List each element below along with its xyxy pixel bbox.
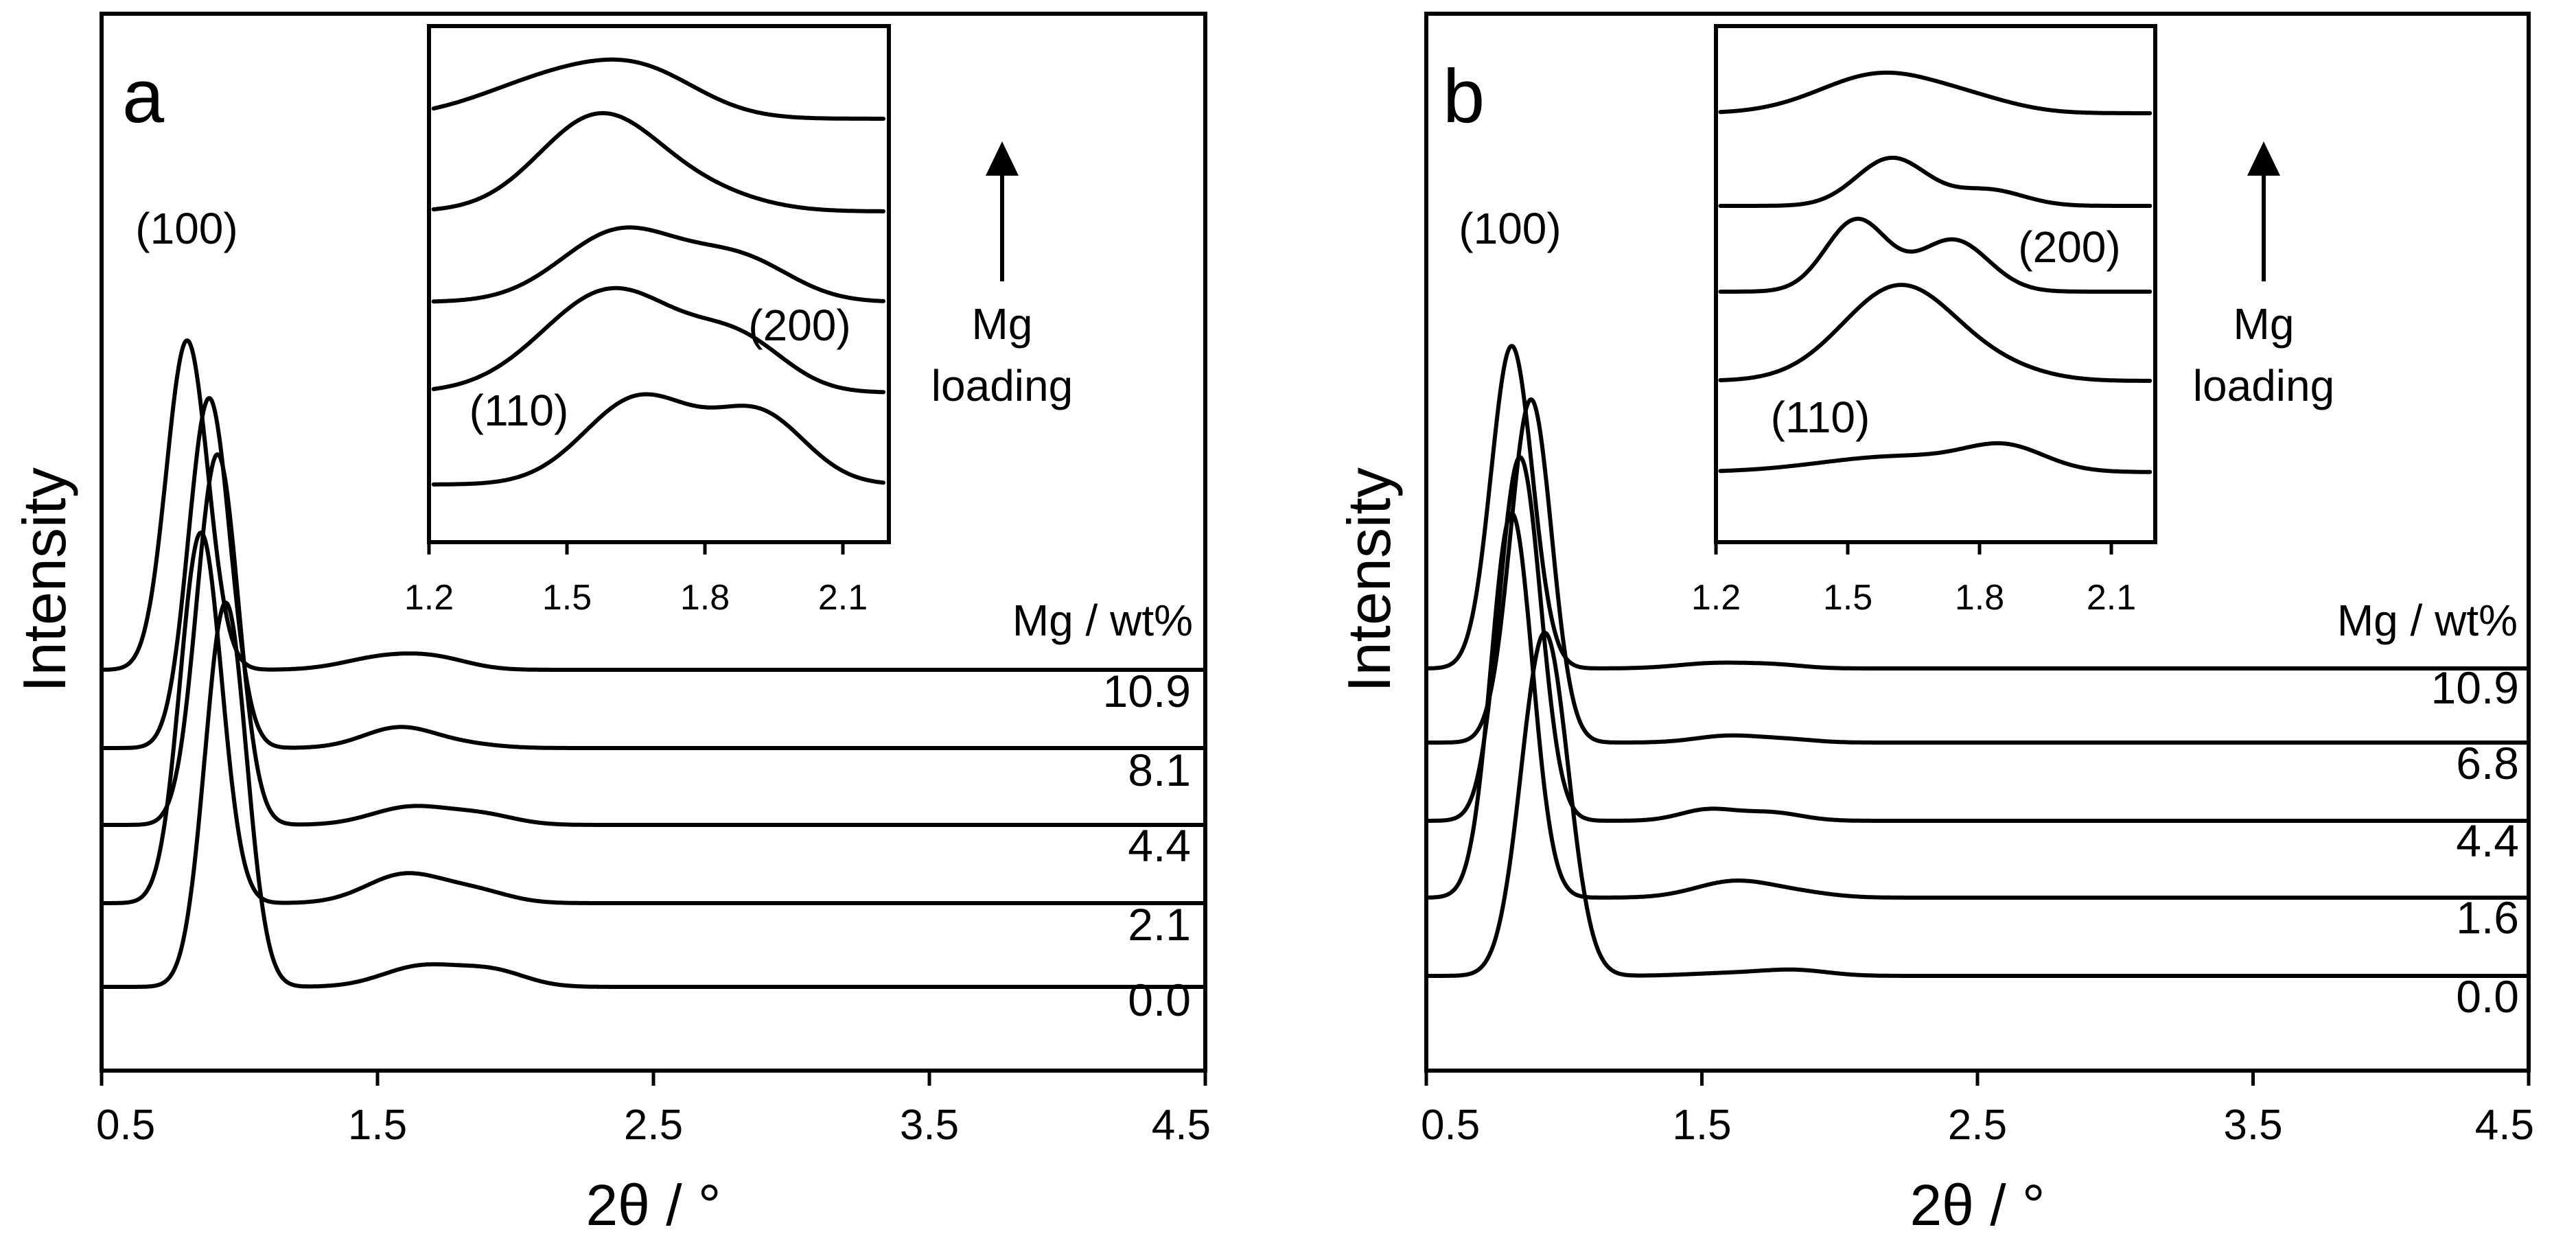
x-tick-label: 2.5 [1948,1101,2007,1149]
x-tick-label: 4.5 [1152,1101,1211,1149]
panel-b-peak-100-label: (100) [1459,204,1561,253]
series-label-mg-0.0: 0.0 [1128,975,1191,1025]
inset-x-tick-label: 1.2 [404,578,454,618]
panel-b-y-axis-label: Intensity [1335,467,1403,692]
panel-a-y-axis-label: Intensity [10,467,78,692]
xrd-pattern-mg-4.4 [1424,455,2531,823]
panel-b-x-axis-label: 2θ / ° [1910,1173,2045,1236]
xrd-pattern-mg-10.9 [100,338,1207,672]
x-tick-label: 1.5 [348,1101,407,1149]
xrd-pattern-mg-0.0 [1424,631,2531,978]
xrd-pattern-mg-2.1 [100,530,1207,905]
inset-pattern-mg-10.9 [1718,70,2153,115]
panel-a-x-axis-label: 2θ / ° [585,1173,721,1236]
panel-a-x-ticks: 0.5 1.5 2.5 3.5 4.5 [96,1071,1211,1149]
panel-b-inset-frame [1714,24,2157,544]
panel-b-curves [1424,344,2531,978]
panel-a-inset-frame [427,24,891,544]
panel-a-legend-title: Mg / wt% [1012,596,1193,645]
inset-x-tick-label: 1.5 [542,578,592,618]
panel-a: 0.5 1.5 2.5 3.5 4.5 a (100) Intensity 2θ / °… [10,12,1211,1236]
inset-pattern-mg-2.1 [431,285,885,395]
series-label-mg-10.9: 10.9 [1103,666,1191,716]
series-label-mg-4.4: 4.4 [1128,820,1191,871]
series-label-mg-0.0: 0.0 [2456,971,2519,1022]
x-tick-label: 2.5 [624,1101,683,1149]
x-tick-label: 0.5 [96,1101,155,1149]
inset-x-tick-label: 1.8 [1955,578,2004,618]
panel-a-arrow-label-line2: loading [931,361,1073,410]
xrd-pattern-mg-10.9 [1424,344,2531,671]
x-tick-label: 4.5 [2475,1101,2534,1149]
inset-pattern-mg-4.4 [431,225,885,304]
x-tick-label: 1.5 [1672,1101,1731,1149]
xrd-pattern-mg-4.4 [100,452,1207,827]
xrd-pattern-mg-8.1 [100,396,1207,750]
panel-a-label: a [122,54,165,139]
inset-pattern-mg-0.0 [1718,441,2153,474]
inset-pattern-mg-4.4 [1718,216,2153,294]
panel-a-inset-peak-200-label: (200) [748,301,850,350]
panel-a-peak-100-label: (100) [135,204,237,253]
series-label-mg-4.4: 4.4 [2456,815,2519,866]
panel-a-inset-peak-110-label: (110) [469,386,569,435]
panel-a-arrow-label-line1: Mg [972,299,1033,349]
inset-x-tick-label: 2.1 [2087,578,2136,618]
panel-a-curves [100,338,1207,989]
series-label-mg-2.1: 2.1 [1128,899,1191,950]
x-tick-label: 0.5 [1421,1101,1480,1149]
inset-pattern-mg-6.8 [1718,155,2153,208]
inset-pattern-mg-10.9 [431,57,885,121]
series-label-mg-6.8: 6.8 [2456,738,2519,789]
inset-pattern-mg-8.1 [431,110,885,213]
inset-x-tick-label: 1.2 [1691,578,1741,618]
panel-b-inset-peak-200-label: (200) [2018,222,2120,272]
panel-b-inset-x-ticks: 1.2 1.5 1.8 2.1 [1691,542,2136,618]
series-label-mg-10.9: 10.9 [2431,662,2519,713]
panel-b-arrow-label-line2: loading [2193,361,2334,410]
inset-x-tick-label: 1.8 [680,578,730,618]
panel-b-inset-curves [1718,70,2153,474]
panel-a-loading-arrow-head [986,141,1019,176]
inset-x-tick-label: 2.1 [818,578,868,618]
panel-b-arrow-label-line1: Mg [2233,299,2295,349]
inset-x-tick-label: 1.5 [1823,578,1872,618]
panel-b-legend-title: Mg / wt% [2337,596,2518,645]
inset-pattern-mg-0.0 [431,392,885,487]
series-label-mg-1.6: 1.6 [2456,892,2519,943]
panel-a-inset-curves [431,57,885,487]
panel-a-series-labels: 0.0 2.1 4.4 8.1 10.9 [1103,666,1191,1025]
inset-pattern-mg-1.6 [1718,283,2153,383]
panel-b-label: b [1443,54,1485,139]
x-tick-label: 3.5 [2223,1101,2282,1149]
panel-b-x-ticks: 0.5 1.5 2.5 3.5 4.5 [1421,1071,2534,1149]
xrd-pattern-mg-1.6 [1424,511,2531,900]
xrd-pattern-mg-0.0 [100,600,1207,989]
panel-b-inset-peak-110-label: (110) [1771,393,1870,442]
panel-b-series-labels: 0.0 1.6 4.4 6.8 10.9 [2431,662,2519,1022]
xrd-pattern-mg-6.8 [1424,397,2531,745]
panel-b: 0.5 1.5 2.5 3.5 4.5 b (100) Intensity 2θ / °… [1335,12,2534,1236]
x-tick-label: 3.5 [900,1101,959,1149]
series-label-mg-8.1: 8.1 [1128,745,1191,795]
panel-a-inset-x-ticks: 1.2 1.5 1.8 2.1 [404,542,868,618]
panel-b-loading-arrow-head [2247,141,2280,176]
